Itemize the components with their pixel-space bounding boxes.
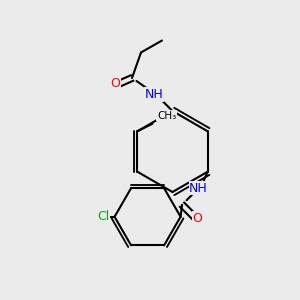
Text: Cl: Cl — [97, 210, 109, 223]
Text: NH: NH — [189, 182, 208, 195]
Text: O: O — [192, 212, 202, 225]
Text: NH: NH — [145, 88, 164, 101]
Text: CH₃: CH₃ — [157, 111, 176, 121]
Text: O: O — [111, 77, 120, 91]
